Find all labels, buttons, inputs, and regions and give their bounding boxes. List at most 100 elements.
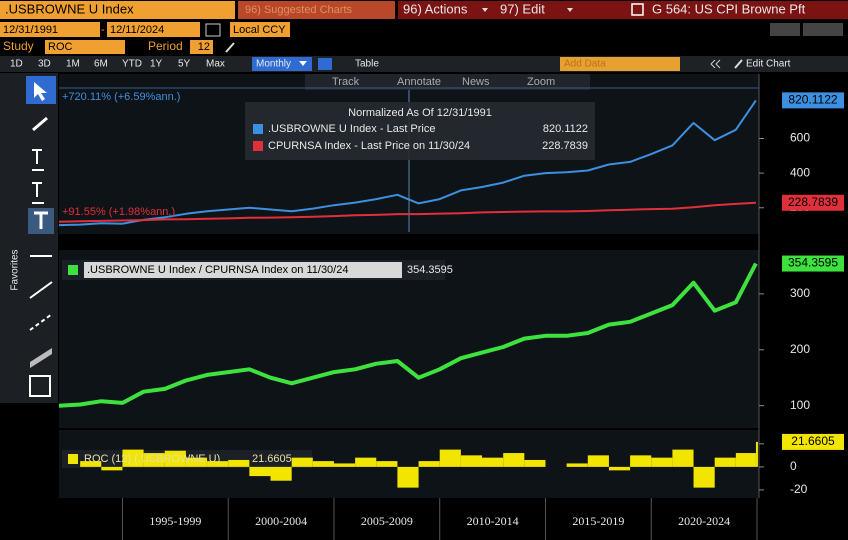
date-separator: - bbox=[101, 24, 105, 36]
trend-tool[interactable] bbox=[29, 281, 53, 299]
add-data-box[interactable] bbox=[560, 57, 680, 71]
roc-bar bbox=[185, 457, 208, 467]
x-tick-label: 2020-2024 bbox=[678, 514, 730, 528]
frequency-box[interactable] bbox=[252, 57, 312, 71]
period-label: Period bbox=[148, 39, 183, 53]
dollar-tool[interactable] bbox=[32, 182, 44, 204]
collapse-icon[interactable] bbox=[710, 59, 721, 69]
toolbar bbox=[0, 73, 58, 403]
header-bar bbox=[398, 1, 848, 19]
last-value: 354.3595 bbox=[788, 256, 838, 270]
start-date-box[interactable] bbox=[0, 22, 100, 37]
ray-tool[interactable] bbox=[29, 313, 53, 331]
legend-swatch bbox=[253, 124, 263, 134]
pen-icon[interactable] bbox=[32, 116, 48, 132]
favorites-tab[interactable]: Favorites bbox=[10, 249, 21, 290]
nav-button[interactable] bbox=[803, 23, 843, 36]
roc-bar bbox=[503, 453, 525, 467]
roc-bar bbox=[397, 466, 419, 488]
y-tick-label: 100 bbox=[790, 398, 810, 412]
suggested: 96) Suggested Charts bbox=[245, 4, 353, 16]
legend-value: 21.6605 bbox=[252, 453, 292, 465]
more-tools[interactable] bbox=[29, 375, 51, 397]
roc-bar bbox=[460, 455, 483, 467]
legend-label: ROC (12) (.USBROWNE U) bbox=[84, 453, 220, 465]
pointer-icon bbox=[34, 82, 47, 101]
roc-bar bbox=[482, 457, 504, 467]
period-box[interactable] bbox=[190, 40, 213, 54]
channel-tool[interactable] bbox=[30, 348, 52, 368]
annotation: +91.55% (+1.98%ann.) bbox=[62, 206, 175, 218]
roc-bar bbox=[122, 449, 144, 467]
period: 12 bbox=[198, 41, 210, 53]
nav-button[interactable] bbox=[770, 23, 800, 36]
suggested-button[interactable] bbox=[238, 1, 395, 19]
pencil-icon bbox=[734, 59, 743, 69]
dropdown-arrow bbox=[299, 61, 307, 66]
roc-bar bbox=[355, 457, 377, 467]
legend-label: .USBROWNE U Index / CPURNSA Index on 11/… bbox=[87, 264, 348, 276]
edit-chart-button[interactable]: Edit Chart bbox=[746, 59, 791, 70]
currency-box[interactable] bbox=[230, 22, 290, 37]
pencil-icon[interactable] bbox=[225, 42, 235, 53]
range-button[interactable]: 3D bbox=[38, 59, 51, 70]
roc-bar bbox=[672, 449, 694, 467]
y-tick-label: -20 bbox=[790, 482, 808, 496]
launch-icon[interactable] bbox=[631, 3, 644, 16]
legend-swatch bbox=[68, 265, 78, 275]
end-date: 12/11/2024 bbox=[110, 24, 164, 36]
study: ROC bbox=[48, 41, 73, 53]
roc-bar bbox=[714, 457, 736, 467]
ticker-box[interactable] bbox=[0, 1, 235, 19]
tool-button[interactable]: Track bbox=[332, 76, 360, 88]
table-button[interactable]: Table bbox=[355, 59, 379, 70]
roc-bar bbox=[312, 461, 334, 467]
legend-value: 354.3595 bbox=[407, 264, 453, 276]
x-tick-label: 2000-2004 bbox=[255, 514, 307, 528]
roc-bar bbox=[376, 461, 398, 467]
calendar-icon[interactable] bbox=[205, 23, 221, 37]
roc-bar bbox=[80, 461, 102, 467]
legend-label: CPURNSA Index - Last Price on 11/30/24 bbox=[268, 140, 470, 152]
ticker: .USBROWNE U Index bbox=[5, 1, 134, 16]
range-button[interactable]: Max bbox=[206, 59, 225, 70]
tool-button[interactable]: News bbox=[462, 76, 490, 88]
legend-label: .USBROWNE U Index - Last Price bbox=[268, 123, 436, 135]
roc-bar bbox=[164, 450, 186, 467]
roc-bar bbox=[524, 459, 546, 467]
study-label: Study bbox=[3, 39, 34, 53]
tool-button[interactable]: Zoom bbox=[527, 76, 555, 88]
last-value: 820.1122 bbox=[788, 93, 837, 107]
range-button[interactable]: 5Y bbox=[178, 59, 191, 70]
legend-value: 228.7839 bbox=[542, 140, 588, 152]
roc-bar bbox=[143, 453, 165, 467]
tool-button[interactable]: Annotate bbox=[397, 76, 441, 88]
roc-bar bbox=[566, 463, 588, 467]
roc-bar bbox=[693, 466, 715, 488]
end-date-box[interactable] bbox=[107, 22, 200, 37]
last-value-tag bbox=[782, 433, 844, 450]
tool-bar bbox=[305, 74, 590, 90]
roc-bar bbox=[207, 461, 229, 467]
chart-type-icon[interactable] bbox=[318, 58, 332, 70]
window-title: G 564: US CPI Browne Pft bbox=[652, 1, 806, 16]
roc-bar bbox=[228, 459, 250, 467]
edit-menu[interactable]: 97) Edit bbox=[500, 1, 545, 16]
percent-tool[interactable] bbox=[32, 149, 44, 171]
range-button[interactable]: 1D bbox=[10, 59, 23, 70]
roc-bar bbox=[291, 457, 313, 467]
range-button[interactable]: 6M bbox=[94, 59, 108, 70]
roc-bar bbox=[418, 461, 440, 467]
range-button[interactable]: YTD bbox=[122, 59, 142, 70]
last-value: 21.6605 bbox=[791, 434, 835, 448]
frequency: Monthly bbox=[256, 59, 291, 70]
roc-bar bbox=[270, 466, 292, 481]
legend-value: 820.1122 bbox=[543, 123, 588, 135]
x-tick-label: 2010-2014 bbox=[467, 514, 519, 528]
range-button[interactable]: 1Y bbox=[150, 59, 163, 70]
actions-menu[interactable]: 96) Actions bbox=[403, 1, 468, 16]
study-box[interactable] bbox=[45, 40, 125, 54]
last-value-tag bbox=[782, 194, 844, 211]
range-button[interactable]: 1M bbox=[66, 59, 80, 70]
